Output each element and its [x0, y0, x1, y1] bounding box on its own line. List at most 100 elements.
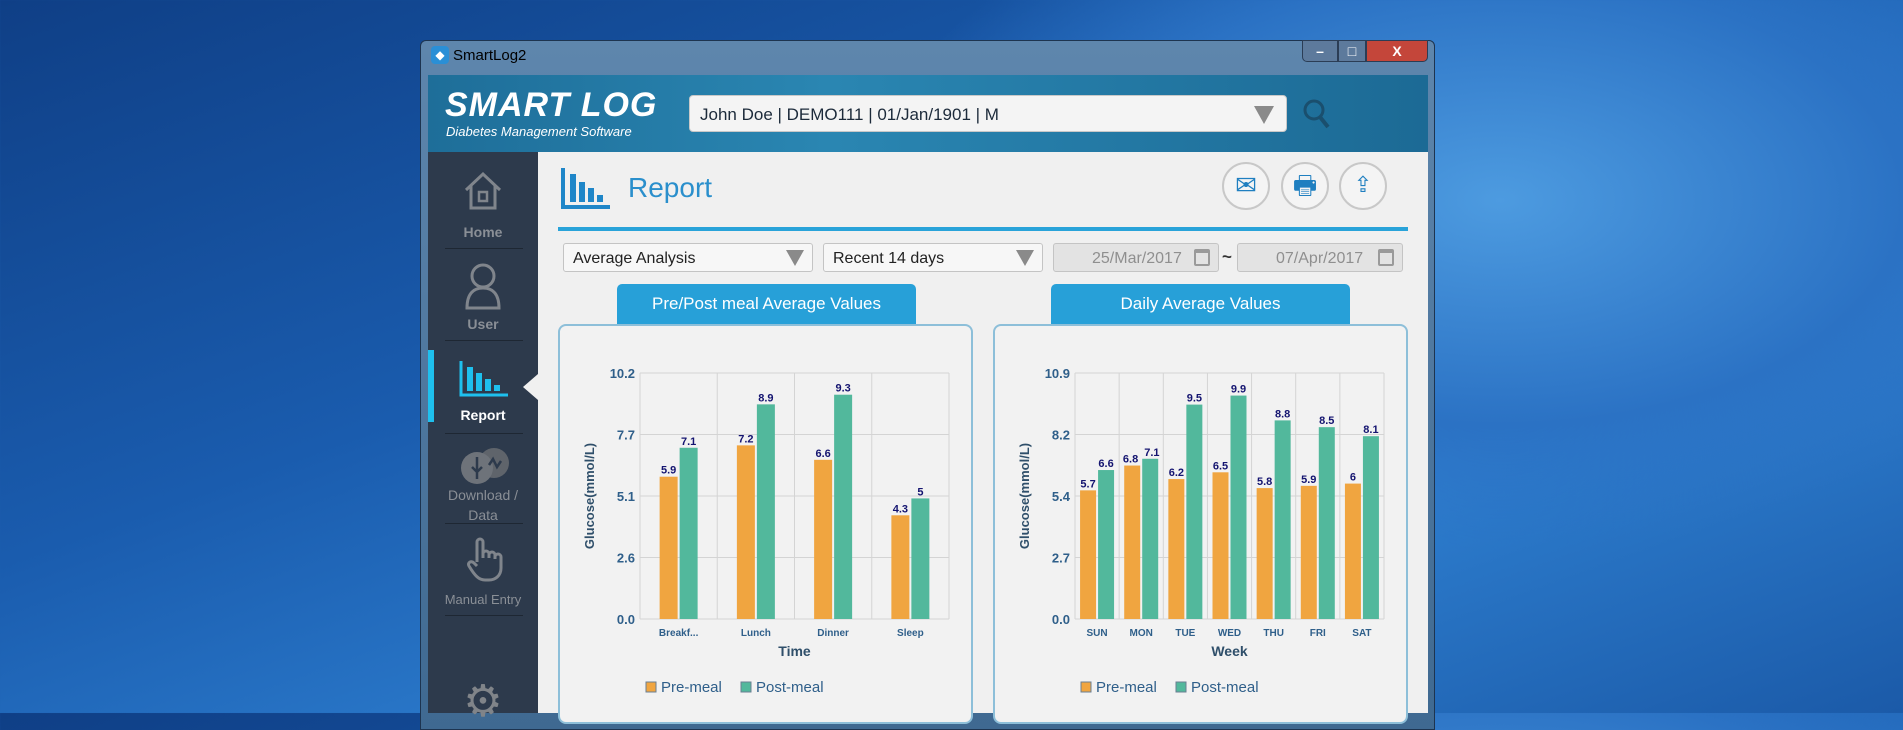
chart-tab-pre-post[interactable]: Pre/Post meal Average Values — [617, 284, 916, 324]
data-label: 8.9 — [758, 392, 773, 404]
divider — [445, 340, 523, 341]
y-axis-title: Glucose(mmol/L) — [1017, 443, 1032, 549]
calendar-icon[interactable] — [1194, 249, 1210, 266]
legend-swatch — [645, 681, 657, 693]
data-label: 6.6 — [815, 448, 830, 460]
bar-pre-meal — [1300, 485, 1317, 619]
data-label: 6.2 — [1169, 467, 1184, 479]
y-tick-label: 0.0 — [1052, 612, 1070, 627]
data-label: 8.5 — [1319, 415, 1334, 427]
logo: SMART LOG — [445, 86, 658, 124]
end-date-field[interactable]: 07/Apr/2017 — [1237, 243, 1403, 272]
bar-post-meal — [834, 394, 853, 619]
chevron-down-icon — [786, 250, 804, 266]
bar-pre-meal — [1344, 483, 1361, 619]
bar-post-meal — [756, 404, 775, 619]
x-tick-label: THU — [1263, 628, 1284, 639]
legend-label: Pre-meal — [1096, 679, 1157, 696]
bar-post-meal — [1274, 420, 1291, 619]
search-icon[interactable] — [1302, 98, 1332, 130]
bar-post-meal — [679, 447, 698, 619]
start-date-field[interactable]: 25/Mar/2017 — [1053, 243, 1219, 272]
maximize-button[interactable]: □ — [1338, 40, 1366, 62]
sidebar-item-label: Data — [468, 507, 498, 523]
data-label: 5.9 — [661, 465, 676, 477]
data-label: 6.8 — [1123, 454, 1138, 466]
x-tick-label: Lunch — [741, 628, 771, 639]
legend-label: Pre-meal — [661, 679, 722, 696]
x-tick-label: MON — [1130, 628, 1153, 639]
x-axis-title: Time — [778, 643, 811, 659]
export-button[interactable]: ⇪ — [1339, 162, 1387, 210]
chevron-down-icon — [1254, 106, 1274, 124]
data-label: 6.5 — [1213, 460, 1228, 472]
start-date-value: 25/Mar/2017 — [1092, 250, 1182, 267]
sidebar-item-download-data[interactable]: Download / Data — [428, 445, 538, 525]
printer-icon: 🖶 — [1292, 170, 1318, 200]
report-icon — [561, 168, 610, 209]
gear-icon[interactable]: ⚙ — [463, 677, 503, 726]
sidebar-item-report[interactable]: Report — [428, 350, 538, 430]
data-label: 7.2 — [738, 433, 753, 445]
page-title: Report — [628, 172, 713, 203]
data-label: 8.1 — [1363, 424, 1378, 436]
data-label: 5 — [917, 486, 923, 498]
y-tick-label: 10.2 — [610, 366, 635, 381]
y-tick-label: 0.0 — [617, 612, 635, 627]
bar-pre-meal — [1212, 472, 1229, 619]
patient-dropdown[interactable]: John Doe | DEMO111 | 01/Jan/1901 | M — [689, 95, 1287, 132]
y-tick-label: 2.7 — [1052, 551, 1070, 566]
chart-panel-daily: 0.0 2.7 5.4 8.2 10.9 5.7 6.6 SUN 6.8 7.1 MON 6.2 9.5… — [993, 324, 1408, 724]
sidebar-item-user[interactable]: User — [428, 258, 538, 338]
bar-chart-icon — [459, 361, 508, 397]
x-tick-label: Sleep — [897, 628, 924, 639]
data-label: 5.8 — [1257, 476, 1272, 488]
divider — [445, 433, 523, 434]
sidebar-item-home[interactable]: Home — [428, 165, 538, 245]
pre-post-chart: 0.0 2.6 5.1 7.7 10.2 5.9 7.1 Breakf... 7.2 8.9 Lun… — [582, 366, 950, 696]
calendar-icon[interactable] — [1378, 249, 1394, 266]
date-separator: ~ — [1222, 247, 1232, 266]
sidebar-item-label: User — [467, 316, 499, 332]
date-range-select[interactable]: Recent 14 days — [823, 243, 1043, 272]
bar-pre-meal — [814, 459, 833, 619]
data-label: 6.6 — [1098, 458, 1113, 470]
bar-pre-meal — [736, 445, 755, 619]
email-button[interactable]: ✉ — [1222, 162, 1270, 210]
export-icon: ⇪ — [1353, 172, 1373, 197]
bar-pre-meal — [891, 515, 910, 619]
bar-post-meal — [1186, 404, 1203, 619]
y-axis-title: Glucose(mmol/L) — [582, 443, 597, 549]
y-tick-label: 5.1 — [617, 489, 635, 504]
legend-swatch — [1175, 681, 1187, 693]
hand-pointer-icon — [467, 537, 503, 582]
y-tick-label: 2.6 — [617, 551, 635, 566]
bar-post-meal — [1230, 395, 1247, 619]
sidebar-item-label: Download / — [447, 487, 519, 503]
sidebar-item-manual-entry[interactable]: Manual Entry — [428, 533, 538, 613]
analysis-type-select[interactable]: Average Analysis — [563, 243, 813, 272]
x-tick-label: WED — [1218, 628, 1241, 639]
bar-pre-meal — [1124, 465, 1141, 619]
data-label: 6 — [1350, 472, 1356, 484]
close-button[interactable]: X — [1366, 40, 1428, 62]
divider — [445, 523, 523, 524]
x-tick-label: Breakf... — [659, 628, 699, 639]
x-tick-label: TUE — [1175, 628, 1195, 639]
y-tick-label: 7.7 — [617, 428, 635, 443]
chart-tab-daily[interactable]: Daily Average Values — [1051, 284, 1350, 324]
data-label: 5.9 — [1301, 474, 1316, 486]
minimize-button[interactable]: – — [1302, 40, 1338, 62]
usb-sync-icon — [461, 448, 509, 484]
data-label: 5.7 — [1080, 478, 1095, 490]
x-tick-label: SAT — [1352, 628, 1371, 639]
bar-post-meal — [1142, 458, 1159, 619]
print-button[interactable]: 🖶 — [1281, 162, 1329, 210]
chevron-down-icon — [1016, 250, 1034, 266]
bar-post-meal — [911, 498, 930, 619]
patient-value: John Doe | DEMO111 | 01/Jan/1901 | M — [700, 105, 999, 124]
legend-swatch — [740, 681, 752, 693]
bar-post-meal — [1318, 427, 1335, 619]
bar-post-meal — [1098, 470, 1115, 619]
legend-swatch — [1080, 681, 1092, 693]
